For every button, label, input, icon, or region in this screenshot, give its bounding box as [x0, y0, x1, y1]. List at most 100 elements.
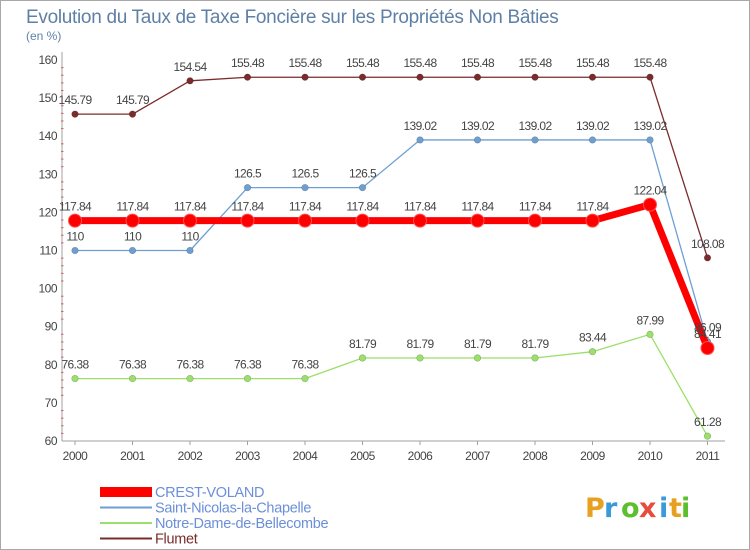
logo-letter: x — [639, 493, 656, 524]
data-point — [71, 110, 79, 118]
data-point — [700, 340, 715, 355]
x-tick-label-2000: 2000 — [63, 449, 89, 463]
series-line-crest-voland — [75, 201, 711, 350]
data-point — [703, 432, 712, 440]
series-line-notre-dame-de-bellecombe — [75, 333, 709, 437]
y-tick-label-140: 140 — [38, 129, 57, 143]
data-labels: 145.79 145.79 154.54 155.48 155.48 155.48 155.… — [58, 56, 725, 429]
series-notre-dame-de-bellecombe — [71, 330, 712, 440]
data-point — [416, 73, 424, 81]
data-label: 117.84 — [174, 200, 207, 214]
data-point — [301, 374, 309, 383]
legend-label-saint-nicolas-la-chapelle: Saint-Nicolas-la-Chapelle — [155, 501, 311, 517]
x-tick-label-2011: 2011 — [696, 449, 721, 463]
data-label: 110 — [181, 230, 199, 244]
data-point — [588, 73, 597, 81]
data-label: 117.84 — [404, 200, 437, 214]
data-point — [243, 184, 252, 192]
y-tick-label-130: 130 — [38, 167, 57, 181]
logo-letter: i — [659, 493, 668, 524]
x-tick-label-2009: 2009 — [580, 449, 606, 463]
data-label: 83.44 — [579, 331, 607, 345]
data-label: 108.08 — [691, 237, 725, 251]
chart-title: Evolution du Taux de Taxe Foncière sur l… — [26, 7, 558, 28]
series-crest-voland — [68, 197, 715, 355]
x-tick-label-2010: 2010 — [638, 449, 664, 463]
data-label: 117.84 — [346, 200, 379, 214]
data-point — [71, 246, 79, 255]
legend-label-crest-voland: CREST-VOLAND — [155, 485, 264, 501]
data-point — [413, 213, 427, 228]
data-label: 84.41 — [694, 327, 722, 341]
data-point — [301, 73, 309, 81]
data-label: 139.02 — [403, 119, 437, 133]
data-point — [243, 374, 252, 383]
data-label: 117.84 — [576, 200, 609, 214]
data-label: 155.48 — [518, 56, 552, 70]
data-point — [71, 374, 79, 383]
data-label: 81.79 — [349, 337, 377, 351]
data-label: 110 — [66, 230, 84, 244]
y-tick-label-150: 150 — [38, 91, 57, 105]
x-tick-label-2005: 2005 — [350, 449, 376, 463]
x-tick-label-2008: 2008 — [523, 449, 549, 463]
data-point — [531, 136, 539, 144]
data-label: 139.02 — [518, 119, 552, 133]
data-point — [183, 213, 197, 228]
data-point — [68, 213, 82, 228]
series-layer — [68, 73, 715, 440]
data-point — [358, 73, 367, 81]
data-label: 76.38 — [291, 358, 319, 372]
data-point — [128, 374, 137, 383]
y-tick-label-60: 60 — [45, 434, 58, 448]
data-label: 117.84 — [116, 200, 149, 214]
data-point — [703, 254, 712, 262]
data-point — [643, 197, 657, 212]
data-label: 145.79 — [116, 93, 150, 107]
data-label: 117.84 — [461, 200, 494, 214]
x-tick-label-2007: 2007 — [465, 449, 491, 463]
data-point — [243, 73, 252, 81]
y-tick-label-90: 90 — [45, 320, 58, 334]
legend-swatch-notre-dame-de-bellecombe — [100, 522, 152, 524]
x-tick-label-2004: 2004 — [293, 449, 319, 463]
data-label: 76.38 — [119, 358, 147, 372]
data-point — [646, 73, 654, 81]
data-label: 145.79 — [58, 93, 92, 107]
data-label: 117.84 — [231, 200, 264, 214]
data-label: 126.5 — [349, 167, 377, 181]
x-tick-label-2001: 2001 — [120, 449, 146, 463]
data-point — [416, 354, 424, 362]
data-label: 155.48 — [288, 56, 322, 70]
data-label: 81.79 — [464, 337, 492, 351]
chart-subtitle: (en %) — [26, 29, 61, 43]
series-line-flumet — [75, 76, 709, 259]
data-label: 81.79 — [406, 337, 434, 351]
data-point — [128, 246, 137, 255]
data-label: 154.54 — [173, 60, 207, 74]
data-point — [470, 213, 485, 228]
y-tick-label-100: 100 — [38, 282, 57, 296]
data-label: 76.38 — [234, 358, 262, 372]
legend-label-flumet: Flumet — [155, 532, 198, 548]
legend-label-notre-dame-de-bellecombe: Notre-Dame-de-Bellecombe — [155, 516, 329, 532]
data-label: 155.48 — [633, 56, 667, 70]
legend: CREST-VOLANDSaint-Nicolas-la-ChapelleNot… — [100, 485, 329, 548]
data-label: 110 — [124, 230, 142, 244]
data-label: 155.48 — [403, 56, 437, 70]
logo-letter: i — [681, 493, 690, 524]
data-point — [358, 184, 367, 192]
data-label: 86.09 — [694, 321, 722, 335]
data-point — [588, 136, 597, 144]
data-label: 117.84 — [289, 200, 322, 214]
data-label: 117.84 — [59, 200, 92, 214]
data-point — [128, 110, 137, 118]
y-tick-label-110: 110 — [39, 244, 57, 258]
data-label: 139.02 — [576, 119, 610, 133]
logo-letter: t — [669, 493, 682, 524]
x-tick-label-2002: 2002 — [178, 449, 204, 463]
data-point — [125, 213, 140, 228]
